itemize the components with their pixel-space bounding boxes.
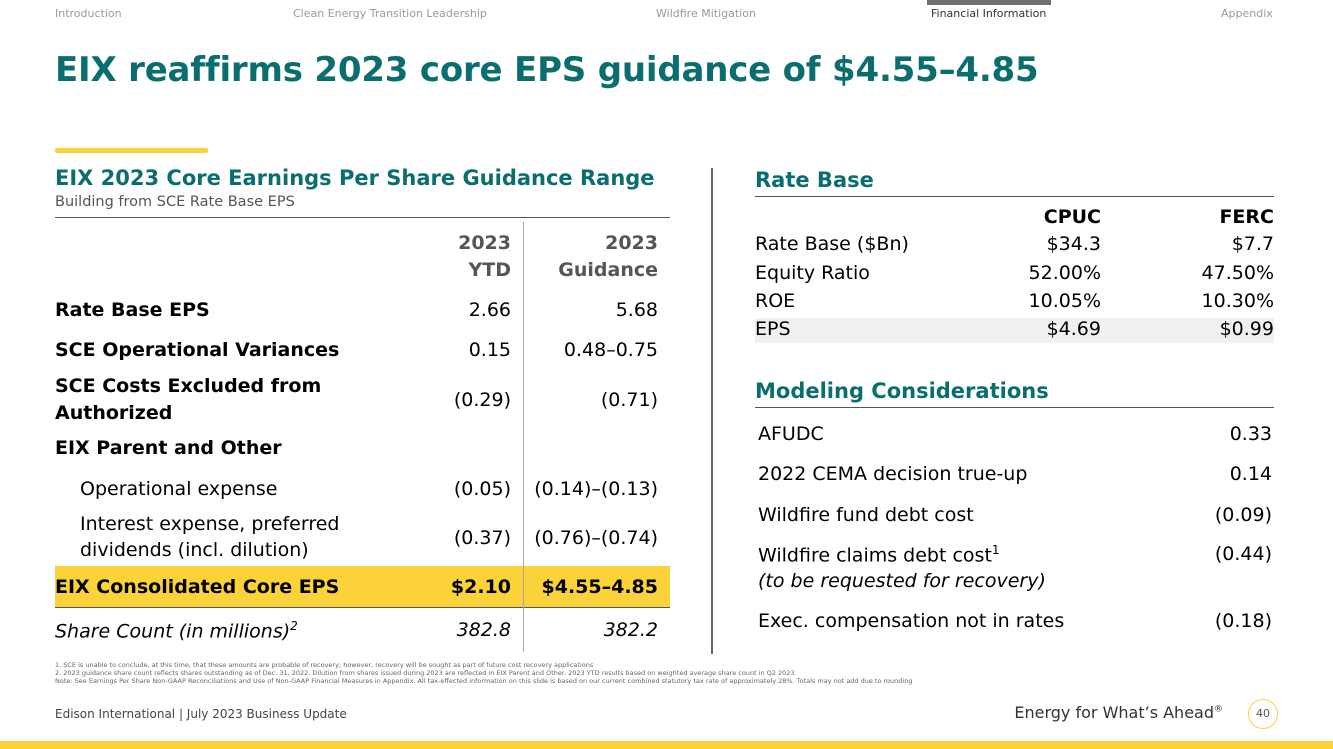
row-ytd-sce-costs-excluded: (0.29)	[453, 389, 511, 411]
rate-base-row-cpuc: $34.3	[1046, 233, 1101, 255]
nav-item-introduction[interactable]: Introduction	[55, 7, 122, 20]
row-label-sce-costs-excluded-2: Authorized	[55, 402, 173, 424]
col-header-guidance: Guidance	[558, 259, 658, 281]
nav-item-clean-energy[interactable]: Clean Energy Transition Leadership	[293, 7, 487, 20]
modeling-row-fund-debt-value: (0.09)	[1214, 504, 1272, 526]
rate-base-col-ferc: FERC	[1219, 206, 1274, 228]
accent-bar	[55, 148, 208, 153]
page-title: EIX reaffirms 2023 core EPS guidance of …	[55, 50, 1039, 90]
footnote-note: Note: See Earnings Per Share Non-GAAP Re…	[55, 677, 913, 685]
row-label-sce-costs-excluded-1: SCE Costs Excluded from	[55, 375, 322, 397]
column-divider	[523, 222, 524, 652]
eps-ferc: $0.99	[1219, 318, 1274, 340]
row-guidance-sce-costs-excluded: (0.71)	[600, 389, 658, 411]
modeling-rule	[755, 407, 1274, 408]
nav-item-appendix[interactable]: Appendix	[1221, 7, 1273, 20]
page-number: 40	[1248, 699, 1278, 729]
row-guidance-interest-expense: (0.76)–(0.74)	[534, 527, 658, 549]
bottom-accent-band	[0, 741, 1333, 749]
col-header-ytd-year: 2023	[458, 232, 511, 254]
row-ytd-operational-expense: (0.05)	[453, 478, 511, 500]
guidance-table-heading: EIX 2023 Core Earnings Per Share Guidanc…	[55, 166, 655, 190]
row-label-interest-expense-1: Interest expense, preferred	[80, 513, 340, 535]
equity-ratio-cpuc: 52.00%	[1028, 262, 1101, 284]
col-header-guidance-year: 2023	[605, 232, 658, 254]
modeling-row-claims-debt-label: Wildfire claims debt cost1	[758, 543, 1000, 567]
modeling-row-exec-comp-label: Exec. compensation not in rates	[758, 610, 1065, 632]
modeling-heading: Modeling Considerations	[755, 379, 1049, 403]
footnote-ref-2: 2	[290, 619, 298, 633]
modeling-row-afudc-label: AFUDC	[758, 423, 824, 445]
roe-ferc: 10.30%	[1201, 290, 1274, 312]
eps-label: EPS	[755, 318, 791, 340]
row-guidance-consolidated-core-eps: $4.55–4.85	[541, 576, 658, 598]
modeling-row-afudc-value: 0.33	[1229, 423, 1272, 445]
table-header-rule	[55, 217, 670, 218]
nav-item-wildfire[interactable]: Wildfire Mitigation	[656, 7, 756, 20]
roe-cpuc: 10.05%	[1028, 290, 1101, 312]
row-guidance-operational-expense: (0.14)–(0.13)	[534, 478, 658, 500]
row-label-sce-op-variances: SCE Operational Variances	[55, 339, 340, 361]
row-label-interest-expense-2: dividends (incl. dilution)	[80, 539, 309, 561]
row-label-operational-expense: Operational expense	[80, 478, 278, 500]
roe-label: ROE	[755, 290, 796, 312]
row-ytd-share-count: 382.8	[456, 619, 511, 641]
row-ytd-interest-expense: (0.37)	[453, 527, 511, 549]
row-guidance-sce-op-variances: 0.48–0.75	[563, 339, 658, 361]
footnote-ref-1: 1	[991, 543, 1000, 557]
rate-base-col-cpuc: CPUC	[1043, 206, 1101, 228]
col-header-ytd: YTD	[468, 259, 512, 281]
brand-tagline: Energy for What’s Ahead®	[1014, 703, 1223, 722]
equity-ratio-ferc: 47.50%	[1201, 262, 1274, 284]
row-label-eix-parent: EIX Parent and Other	[55, 437, 282, 459]
eps-cpuc: $4.69	[1046, 318, 1101, 340]
consolidated-row-rule	[55, 607, 670, 608]
modeling-row-cema-label: 2022 CEMA decision true-up	[758, 463, 1028, 485]
row-ytd-rate-base-eps: 2.66	[468, 299, 511, 321]
modeling-row-cema-value: 0.14	[1229, 463, 1272, 485]
footnote-1: 1. SCE is unable to conclude, at this ti…	[55, 661, 594, 669]
row-label-rate-base-eps: Rate Base EPS	[55, 299, 210, 321]
row-guidance-share-count: 382.2	[603, 619, 658, 641]
footer-company-date: Edison International | July 2023 Busines…	[55, 707, 347, 721]
section-divider	[711, 168, 713, 654]
row-label-share-count: Share Count (in millions)2	[55, 619, 298, 643]
modeling-row-claims-debt-sublabel: (to be requested for recovery)	[758, 570, 1046, 592]
nav-active-indicator	[927, 0, 1051, 5]
registered-mark: ®	[1214, 704, 1223, 715]
consolidated-row-highlight	[55, 566, 670, 608]
modeling-row-exec-comp-value: (0.18)	[1214, 610, 1272, 632]
equity-ratio-label: Equity Ratio	[755, 262, 870, 284]
eps-row-band	[755, 318, 1274, 343]
rate-base-row-ferc: $7.7	[1231, 233, 1274, 255]
row-ytd-consolidated-core-eps: $2.10	[450, 576, 511, 598]
modeling-row-claims-debt-value: (0.44)	[1214, 543, 1272, 565]
footnote-2: 2. 2023 guidance share count reflects sh…	[55, 669, 795, 677]
section-nav: Introduction Clean Energy Transition Lea…	[0, 0, 1333, 28]
nav-item-financial[interactable]: Financial Information	[931, 7, 1047, 20]
guidance-table-subheading: Building from SCE Rate Base EPS	[55, 194, 295, 210]
row-ytd-sce-op-variances: 0.15	[468, 339, 511, 361]
modeling-row-fund-debt-label: Wildfire fund debt cost	[758, 504, 974, 526]
row-guidance-rate-base-eps: 5.68	[615, 299, 658, 321]
rate-base-row-label: Rate Base ($Bn)	[755, 233, 909, 255]
row-label-consolidated-core-eps: EIX Consolidated Core EPS	[55, 576, 340, 598]
rate-base-rule	[755, 196, 1274, 197]
rate-base-heading: Rate Base	[755, 168, 874, 192]
